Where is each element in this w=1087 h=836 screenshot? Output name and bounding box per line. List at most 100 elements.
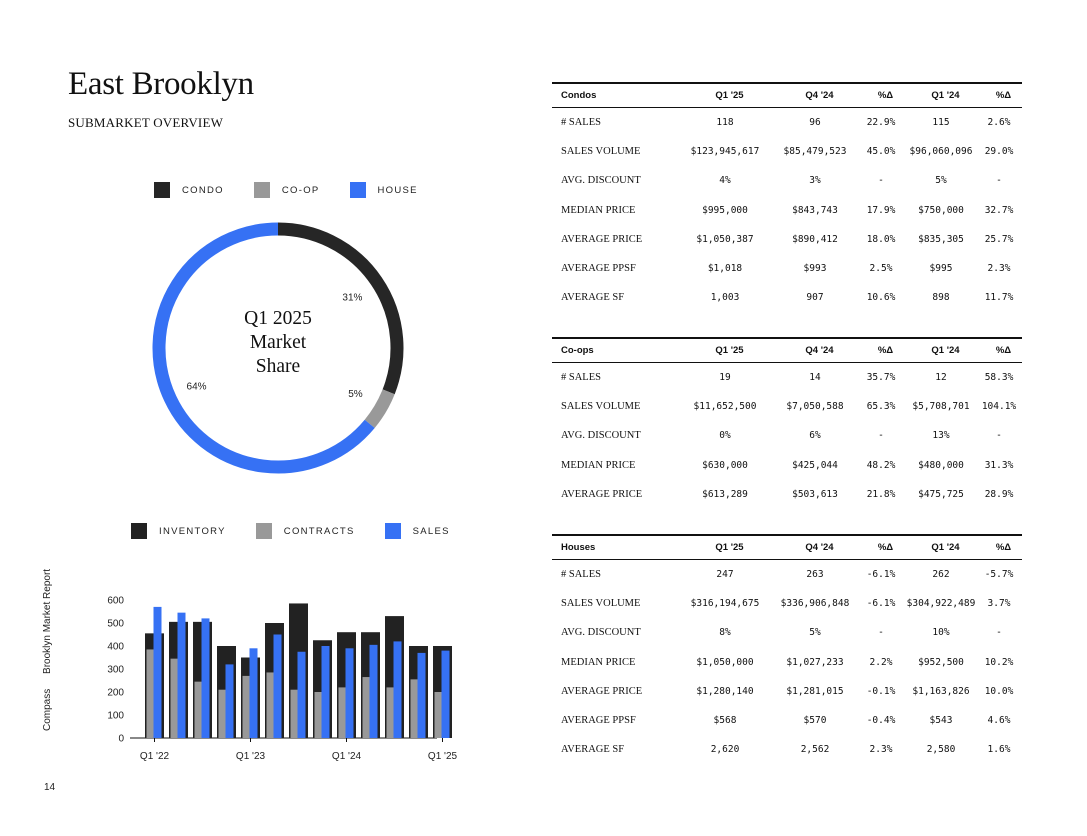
table-row: # SALES 247 263 -6.1% 262 -5.7%	[552, 560, 1022, 590]
table-cell: 2.6%	[987, 117, 1011, 129]
bar-sales	[321, 646, 330, 738]
table-row: # SALES 118 96 22.9% 115 2.6%	[552, 108, 1022, 138]
table-cell: -	[878, 627, 884, 639]
table-cell: 14	[809, 372, 821, 384]
share-legend-label: HOUSE	[377, 184, 418, 196]
share-legend-item-co-op: CO-OP	[253, 182, 320, 198]
column-header: Q1 '25	[676, 337, 774, 363]
column-header: %Δ	[976, 534, 1022, 560]
bar-contracts	[146, 649, 157, 738]
table-cell: 35.7%	[866, 372, 896, 384]
table-cell: 65.3%	[866, 401, 896, 413]
table-cell: $952,500	[918, 656, 964, 668]
bar-contracts	[266, 672, 277, 738]
table-cell: 19	[719, 372, 731, 384]
table-cell: 10.2%	[984, 656, 1014, 668]
table-cell: 898	[932, 292, 950, 304]
table-cell: $1,281,015	[786, 685, 844, 697]
table-row: SALES VOLUME $316,194,675 $336,906,848 -6.1…	[552, 589, 1022, 618]
bar-sales	[441, 650, 450, 738]
column-header: %Δ	[856, 534, 906, 560]
row-label: AVG. DISCOUNT	[561, 175, 641, 187]
table-cell: 28.9%	[984, 488, 1014, 500]
bar-sales	[225, 664, 234, 738]
table-cell: -	[878, 430, 884, 442]
column-header: %Δ	[976, 337, 1022, 363]
table-cell: 6%	[809, 430, 821, 442]
donut-center-label: Share	[256, 356, 300, 377]
table-cell: $336,906,848	[780, 598, 850, 610]
bar-sales	[369, 644, 378, 738]
table-row: SALES VOLUME $11,652,500 $7,050,588 65.3% $5…	[552, 392, 1022, 421]
table-cell: 2.5%	[869, 263, 893, 275]
table-cell: $835,305	[918, 233, 964, 245]
table-cell: 29.0%	[984, 146, 1014, 158]
row-label: AVERAGE PPSF	[561, 715, 636, 727]
condos-table: Condos Q1 '25 Q4 '24 %Δ Q1 '24 %Δ # SALES 118 96…	[552, 82, 1022, 312]
table-cell: $993	[803, 263, 827, 275]
table-cell: $995	[929, 263, 953, 275]
row-label: MEDIAN PRICE	[561, 656, 636, 668]
x-tick-label: Q1 '25	[428, 751, 458, 762]
y-tick-label: 300	[107, 665, 124, 676]
table-cell: 17.9%	[866, 204, 896, 216]
table-row: AVERAGE PPSF $568 $570 -0.4% $543 4.6%	[552, 706, 1022, 735]
y-tick-label: 200	[107, 688, 124, 699]
bar-sales	[345, 648, 354, 738]
table-cell: 262	[932, 569, 950, 581]
table-cell: 5%	[935, 175, 947, 187]
table-cell: $1,163,826	[912, 685, 970, 697]
table-row: AVERAGE PRICE $1,280,140 $1,281,015 -0.1% $1…	[552, 677, 1022, 706]
side-brand: Compass	[42, 688, 53, 731]
bar-legend-item-contracts: CONTRACTS	[255, 523, 355, 539]
table-cell: $425,044	[792, 459, 838, 471]
table-cell: $11,652,500	[693, 401, 757, 413]
table-cell: 263	[806, 569, 824, 581]
table-row: AVERAGE SF 1,003 907 10.6% 898 11.7%	[552, 283, 1022, 312]
page-number: 14	[44, 782, 56, 793]
table-cell: $613,289	[702, 488, 748, 500]
table-row: MEDIAN PRICE $995,000 $843,743 17.9% $750,00…	[552, 196, 1022, 225]
row-label: AVERAGE PPSF	[561, 263, 636, 275]
row-label: AVERAGE SF	[561, 292, 625, 304]
bar-legend-swatch	[384, 523, 401, 539]
side-label: Compass Brooklyn Market Report	[42, 557, 53, 731]
table-cell: 5%	[809, 627, 821, 639]
side-report-title: Brooklyn Market Report	[42, 568, 53, 674]
donut-slice-label-co-op: 5%	[348, 389, 363, 400]
table-cell: $630,000	[702, 459, 748, 471]
bar-sales	[393, 641, 402, 738]
x-tick-label: Q1 '24	[332, 751, 362, 762]
table-cell: 1,003	[710, 292, 740, 304]
share-legend-item-condo: CONDO	[154, 182, 224, 198]
bar-sales	[297, 651, 306, 738]
table-cell: $304,922,489	[906, 598, 976, 610]
houses-table: Houses Q1 '25 Q4 '24 %Δ Q1 '24 %Δ # SALES 247 26…	[552, 534, 1022, 764]
y-tick-label: 400	[107, 642, 124, 653]
table-cell: 48.2%	[866, 459, 896, 471]
row-label: MEDIAN PRICE	[561, 204, 636, 216]
bar-legend-item-sales: SALES	[384, 523, 450, 539]
table-header-row: Co-ops Q1 '25 Q4 '24 %Δ Q1 '24 %Δ	[552, 337, 1022, 363]
donut-slice-house	[152, 222, 375, 474]
table-cell: 96	[809, 117, 821, 129]
bar-contracts	[434, 692, 445, 738]
table-cell: 247	[716, 569, 734, 581]
x-tick-label: Q1 '23	[236, 751, 266, 762]
table-header-row: Houses Q1 '25 Q4 '24 %Δ Q1 '24 %Δ	[552, 534, 1022, 560]
table-cell: $85,479,523	[783, 146, 847, 158]
table-cell: 10.0%	[984, 685, 1014, 697]
bar-sales	[273, 634, 282, 738]
table-cell: $1,050,387	[696, 233, 754, 245]
table-cell: $570	[803, 715, 827, 727]
column-header: Q1 '24	[906, 82, 976, 108]
table-cell: $843,743	[792, 204, 838, 216]
table-cell: $123,945,617	[690, 146, 760, 158]
row-label: SALES VOLUME	[561, 598, 641, 610]
table-cell: $5,708,701	[912, 401, 970, 413]
table-row: AVG. DISCOUNT 0% 6% - 13% -	[552, 421, 1022, 450]
row-label: SALES VOLUME	[561, 401, 641, 413]
donut-center-label: Market	[250, 332, 307, 353]
row-label: AVERAGE PRICE	[561, 488, 643, 500]
table-cell: $543	[929, 715, 953, 727]
